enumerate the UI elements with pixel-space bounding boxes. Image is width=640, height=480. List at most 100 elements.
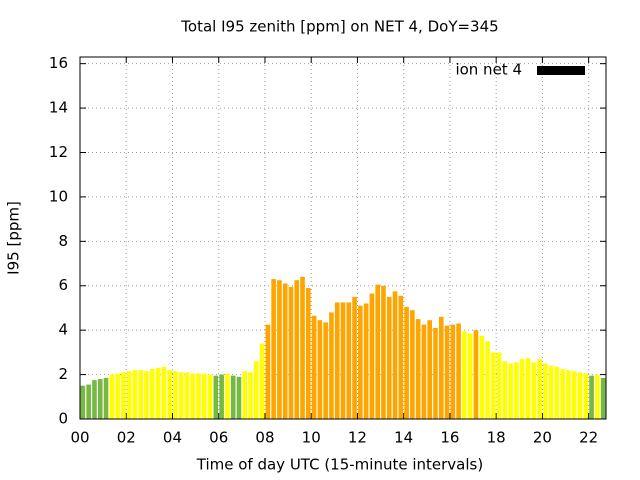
x-tick-label: 06 — [209, 429, 228, 447]
bar — [144, 371, 149, 419]
y-tick-label: 6 — [58, 276, 68, 294]
bar — [300, 276, 305, 419]
y-axis-label: I95 [ppm] — [5, 201, 23, 275]
x-tick-label: 10 — [302, 429, 321, 447]
bar — [155, 367, 161, 419]
bar — [109, 374, 115, 419]
bar — [415, 319, 421, 419]
bar — [433, 327, 438, 419]
bar — [548, 365, 554, 419]
bar — [600, 377, 606, 419]
bar — [149, 369, 155, 419]
x-tick-label: 04 — [163, 429, 182, 447]
bar — [311, 315, 317, 419]
bar — [444, 325, 450, 419]
bar — [126, 371, 132, 419]
bar — [427, 320, 433, 419]
y-tick-label: 12 — [49, 143, 68, 161]
bar — [363, 303, 369, 419]
bar — [92, 380, 97, 419]
bar — [236, 376, 242, 419]
bar — [519, 359, 525, 419]
x-tick-label: 16 — [440, 429, 459, 447]
bar — [323, 322, 328, 419]
bar — [589, 375, 594, 419]
bar — [207, 374, 213, 419]
bar — [334, 302, 340, 419]
bar — [340, 302, 346, 419]
y-tick-label: 14 — [49, 99, 68, 117]
bar — [346, 302, 352, 419]
bar — [86, 384, 91, 419]
bar — [329, 312, 334, 419]
bar — [225, 373, 230, 419]
bar — [462, 331, 467, 419]
bar — [456, 323, 461, 419]
bar — [201, 373, 207, 419]
bar — [473, 330, 479, 419]
bar — [242, 371, 248, 419]
bar — [398, 295, 404, 419]
bar — [184, 372, 190, 419]
y-tick-label: 0 — [58, 410, 68, 428]
bar — [566, 370, 571, 419]
y-tick-label: 2 — [58, 365, 68, 383]
bar — [375, 284, 380, 419]
x-tick-label: 02 — [117, 429, 136, 447]
bar — [531, 362, 537, 419]
x-tick-label: 20 — [533, 429, 552, 447]
bar — [571, 371, 577, 419]
bar — [121, 372, 126, 419]
y-tick-label: 16 — [49, 54, 68, 72]
x-tick-label: 08 — [255, 429, 274, 447]
bar — [167, 370, 172, 419]
bar — [542, 363, 548, 419]
bar — [190, 373, 196, 419]
bar — [525, 357, 531, 419]
chart-title: Total I95 zenith [ppm] on NET 4, DoY=345 — [180, 18, 498, 36]
bar — [577, 372, 583, 419]
bar — [288, 286, 294, 419]
x-tick-label: 22 — [579, 429, 598, 447]
plot-frame — [79, 56, 607, 420]
x-tick-label: 00 — [70, 429, 89, 447]
bar — [103, 377, 109, 419]
bar — [97, 379, 103, 419]
bar — [358, 305, 363, 419]
bar — [271, 279, 276, 419]
bar — [386, 296, 392, 419]
bar — [502, 361, 508, 419]
bar — [173, 371, 178, 419]
bar — [583, 373, 589, 419]
bar — [178, 372, 184, 419]
bar — [450, 324, 456, 419]
bar — [560, 369, 565, 419]
bar — [490, 352, 496, 419]
bar — [410, 310, 415, 419]
bar — [306, 287, 311, 419]
bar — [115, 373, 120, 419]
y-tick-label: 4 — [58, 321, 68, 339]
y-tick-label: 10 — [49, 187, 68, 205]
bar — [253, 361, 259, 419]
bar — [438, 316, 444, 419]
bar — [80, 385, 86, 419]
bar — [369, 293, 375, 419]
x-tick-label: 12 — [348, 429, 367, 447]
legend-swatch — [537, 66, 585, 75]
legend-label: ion net 4 — [455, 61, 522, 79]
bar — [317, 320, 323, 419]
bar — [467, 333, 473, 419]
bar — [277, 280, 282, 419]
bar — [381, 285, 386, 419]
bar — [404, 306, 409, 419]
bar — [421, 324, 427, 419]
bar — [282, 283, 288, 419]
bar — [138, 370, 144, 419]
bar — [595, 374, 600, 419]
bar — [213, 375, 219, 419]
bar — [514, 362, 519, 419]
x-axis-label: Time of day UTC (15-minute intervals) — [196, 456, 483, 474]
bar — [496, 352, 502, 419]
